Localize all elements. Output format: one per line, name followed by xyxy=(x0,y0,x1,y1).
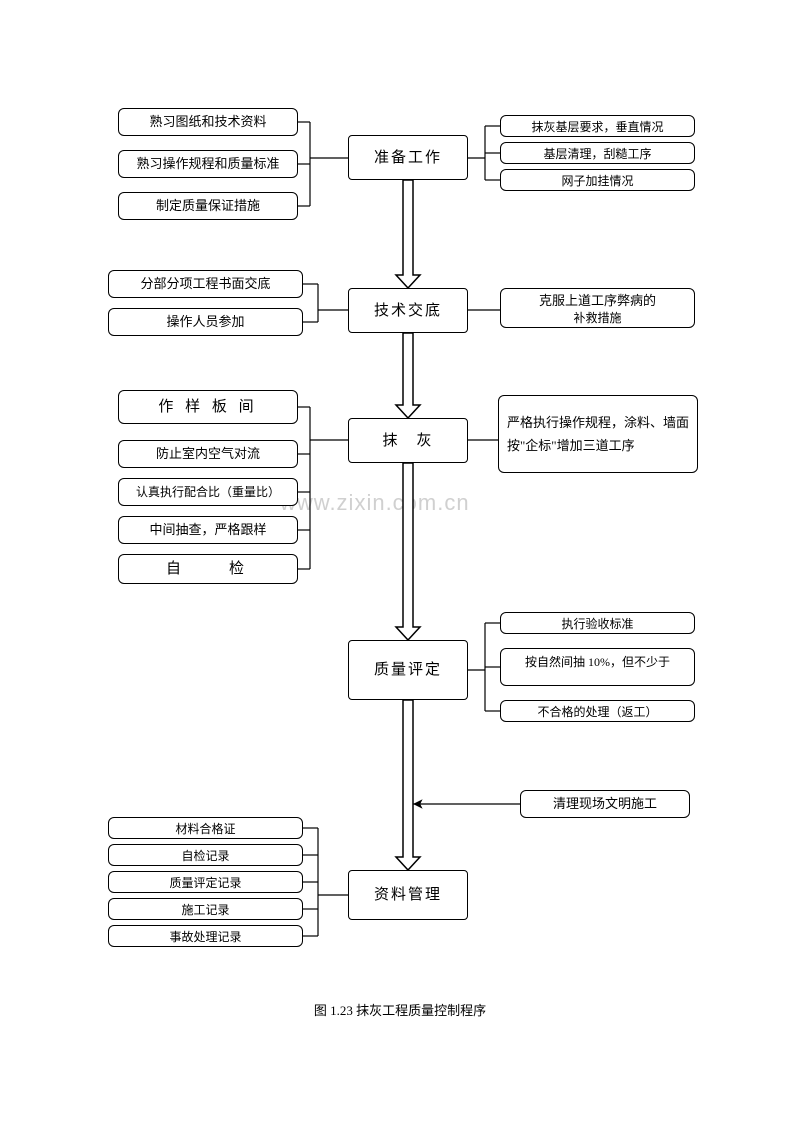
left-docs-1: 材料合格证 xyxy=(108,817,303,839)
right-tech-1: 克服上道工序弊病的 补救措施 xyxy=(500,288,695,328)
node-plaster: 抹 灰 xyxy=(348,418,468,463)
node-docs: 资料管理 xyxy=(348,870,468,920)
right-tech-1-line2: 补救措施 xyxy=(573,311,621,325)
right-quality-1: 执行验收标准 xyxy=(500,612,695,634)
right-prep-3: 网子加挂情况 xyxy=(500,169,695,191)
node-quality: 质量评定 xyxy=(348,640,468,700)
figure-caption: 图 1.23 抹灰工程质量控制程序 xyxy=(0,1000,800,1019)
right-prep-2: 基层清理，刮糙工序 xyxy=(500,142,695,164)
node-tech: 技术交底 xyxy=(348,288,468,333)
watermark-text: www.zixin.com.cn xyxy=(280,490,470,516)
node-prep: 准备工作 xyxy=(348,135,468,180)
left-docs-5: 事故处理记录 xyxy=(108,925,303,947)
left-docs-2: 自检记录 xyxy=(108,844,303,866)
flowchart-canvas: www.zixin.com.cn 准备工作 技术交底 抹 灰 质量评定 资料管理… xyxy=(0,0,800,1132)
left-prep-3: 制定质量保证措施 xyxy=(118,192,298,220)
right-tech-1-line1: 克服上道工序弊病的 xyxy=(539,293,656,309)
left-docs-4: 施工记录 xyxy=(108,898,303,920)
left-tech-2: 操作人员参加 xyxy=(108,308,303,336)
left-prep-1: 熟习图纸和技术资料 xyxy=(118,108,298,136)
right-quality-3: 不合格的处理（返工） xyxy=(500,700,695,722)
left-tech-1: 分部分项工程书面交底 xyxy=(108,270,303,298)
left-plaster-2: 防止室内空气对流 xyxy=(118,440,298,468)
left-plaster-3: 认真执行配合比（重量比） xyxy=(118,478,298,506)
left-plaster-5: 自 检 xyxy=(118,554,298,584)
left-plaster-4: 中间抽查，严格跟样 xyxy=(118,516,298,544)
right-plaster-1: 严格执行操作规程，涂料、墙面按"企标"增加三道工序 xyxy=(498,395,698,473)
left-docs-3: 质量评定记录 xyxy=(108,871,303,893)
right-quality-2: 按自然间抽 10%，但不少于 xyxy=(500,648,695,686)
left-prep-2: 熟习操作规程和质量标准 xyxy=(118,150,298,178)
side-cleanup: 清理现场文明施工 xyxy=(520,790,690,818)
left-plaster-1: 作 样 板 间 xyxy=(118,390,298,424)
right-prep-1: 抹灰基层要求，垂直情况 xyxy=(500,115,695,137)
